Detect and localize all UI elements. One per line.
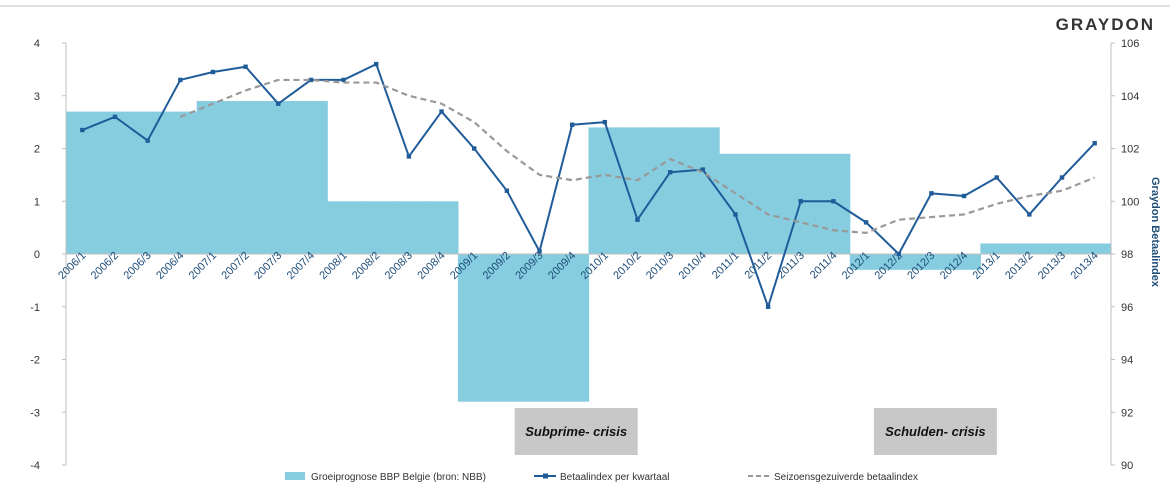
legend-label-0: Groeiprognose BBP Belgie (bron: NBB)	[311, 472, 486, 483]
bar-2008/4	[425, 201, 459, 254]
left-tick-label: 2	[34, 144, 40, 156]
bar-2012/2	[882, 254, 916, 270]
payment-index-point-2006/1	[80, 127, 85, 133]
payment-index-point-2008/3	[406, 154, 412, 159]
payment-index-point-2006/4	[178, 77, 183, 83]
bar-2013/3	[1045, 243, 1079, 254]
bar-2006/4	[163, 111, 198, 254]
seasonal-index-line	[179, 78, 1096, 234]
payment-index-point-2011/2	[765, 304, 771, 309]
bar-2010/2	[621, 127, 655, 254]
payment-index-point-2013/3	[1059, 175, 1065, 180]
annotation-label-1: Schulden- crisis	[885, 424, 985, 439]
payment-index-point-2008/4	[439, 109, 444, 114]
bar-2012/4	[947, 254, 981, 270]
legend: Groeiprognose BBP Belgie (bron: NBB) Beta…	[285, 472, 918, 483]
bar-2012/3	[915, 254, 949, 270]
right-tick-label: 92	[1121, 407, 1133, 419]
payment-index-point-2007/2	[243, 64, 248, 69]
right-tick-label: 100	[1121, 196, 1139, 208]
bar-2009/3	[523, 254, 557, 402]
payment-index-point-2010/3	[667, 170, 673, 175]
bar-2006/2	[98, 111, 132, 254]
bar-2008/1	[327, 201, 361, 254]
graydon-logo: GRAYDON	[1056, 15, 1155, 34]
legend-label-1: Betaalindex per kwartaal	[560, 472, 670, 483]
annotation-layer: Subprime- crisis Schulden- crisis	[514, 408, 997, 455]
bar-2007/2	[229, 101, 263, 255]
left-tick-label: -2	[30, 355, 40, 367]
line-layer	[80, 61, 1097, 309]
annotation-label-0: Subprime- crisis	[525, 424, 627, 439]
payment-index-point-2009/3	[537, 249, 542, 254]
payment-index-point-2012/3	[929, 191, 934, 196]
bar-2011/4	[817, 153, 851, 254]
bar-2013/1	[980, 243, 1014, 254]
bar-2013/4	[1078, 243, 1112, 254]
bar-2009/4	[555, 254, 590, 402]
legend-swatch-payment-marker	[543, 473, 548, 479]
right-axis-label: Graydon Betaalindex	[1149, 177, 1161, 288]
payment-index-point-2006/2	[112, 114, 118, 120]
left-tick-label: -1	[30, 302, 40, 314]
left-tick-label: -3	[30, 407, 40, 419]
payment-index-point-2012/1	[863, 220, 869, 225]
right-tick-label: 102	[1121, 144, 1139, 156]
bar-2011/2	[751, 153, 786, 254]
right-tick-label: 90	[1121, 460, 1133, 472]
bar-2010/4	[686, 127, 720, 254]
right-tick-label: 94	[1121, 355, 1133, 367]
bar-2007/3	[261, 101, 296, 255]
payment-index-point-2011/1	[733, 212, 738, 217]
left-tick-label: 4	[34, 38, 40, 50]
payment-index-point-2007/3	[276, 101, 281, 106]
right-tick-label: 98	[1121, 249, 1133, 261]
legend-swatch-bar	[285, 472, 305, 480]
payment-index-point-2010/2	[635, 217, 640, 222]
bar-2009/1	[457, 254, 492, 402]
bar-2007/4	[294, 101, 328, 255]
payment-index-point-2011/4	[831, 199, 836, 204]
payment-index-point-2009/1	[472, 146, 477, 151]
payment-index-point-2010/1	[602, 119, 608, 125]
payment-index-point-2009/2	[504, 188, 510, 193]
bar-2006/3	[131, 111, 165, 254]
payment-index-point-2009/4	[569, 122, 575, 127]
payment-index-point-2010/4	[700, 167, 705, 172]
right-tick-label: 96	[1121, 302, 1133, 314]
payment-index-point-2013/2	[1027, 212, 1032, 217]
bar-2012/1	[849, 254, 884, 270]
bar-2008/3	[392, 201, 426, 254]
left-tick-label: 1	[34, 196, 40, 208]
payment-index-point-2008/2	[374, 61, 379, 67]
left-tick-label: 3	[34, 91, 40, 103]
bar-2006/1	[66, 111, 100, 254]
bar-2013/2	[1013, 243, 1047, 254]
payment-index-point-2007/1	[210, 69, 216, 75]
annotation-box-0	[514, 408, 638, 455]
bar-2011/1	[719, 153, 753, 254]
left-tick-label: -4	[30, 460, 40, 472]
payment-index-point-2006/3	[145, 138, 150, 143]
bar-2010/1	[588, 127, 622, 254]
left-tick-label: 0	[34, 249, 40, 261]
payment-index-point-2013/1	[994, 175, 999, 180]
bar-2009/2	[490, 254, 524, 402]
bar-2008/2	[359, 201, 394, 254]
bar-layer	[66, 101, 1112, 402]
annotation-box-1	[873, 408, 997, 455]
payment-index-point-2012/2	[896, 251, 901, 257]
payment-index-point-2007/4	[308, 77, 314, 83]
right-tick-label: 104	[1121, 91, 1139, 103]
payment-index-point-2008/1	[341, 77, 346, 83]
bar-2007/1	[196, 101, 230, 255]
payment-index-line	[81, 63, 1096, 308]
payment-index-point-2012/4	[961, 193, 967, 199]
payment-index-point-2013/4	[1092, 141, 1097, 146]
right-tick-label: 106	[1121, 38, 1139, 50]
bar-2010/3	[653, 127, 688, 254]
legend-label-2: Seizoensgezuiverde betaalindex	[774, 472, 918, 483]
payment-index-point-2011/3	[798, 199, 803, 204]
